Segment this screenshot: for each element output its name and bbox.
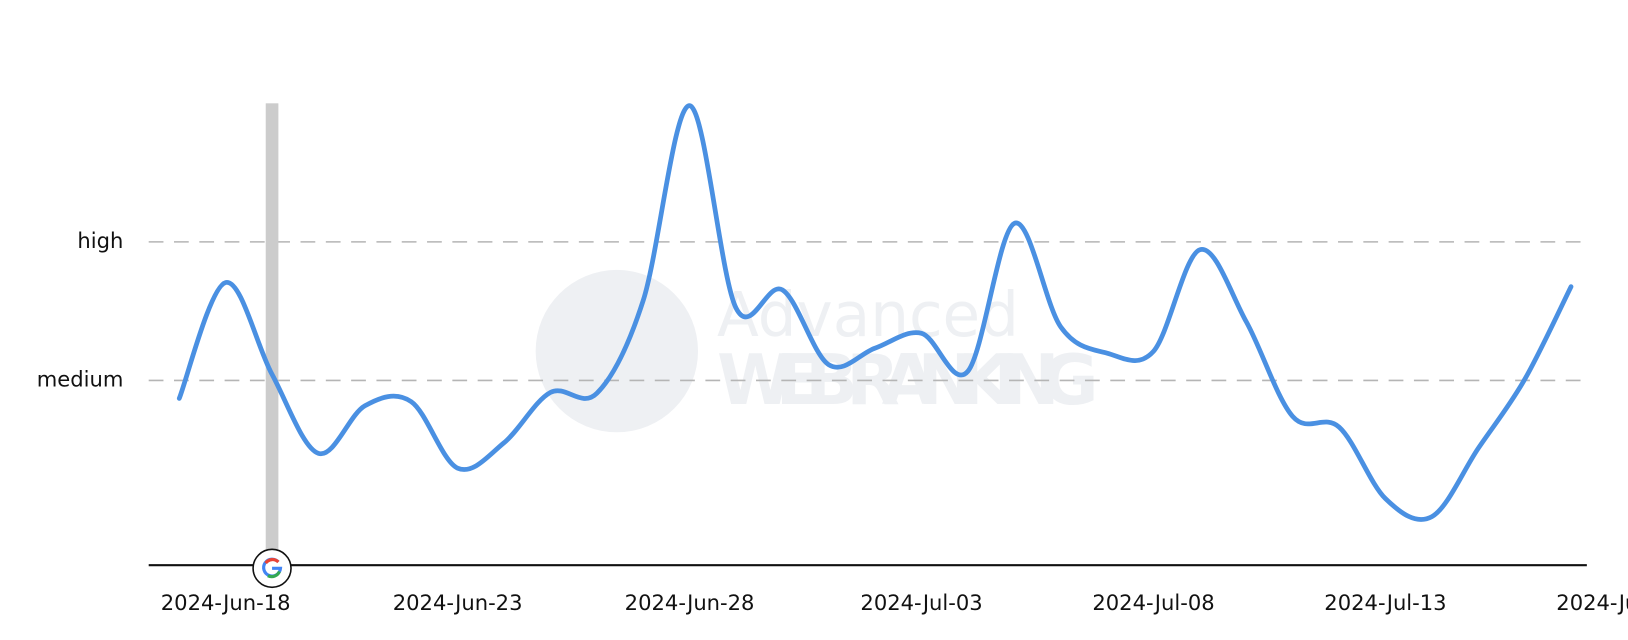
x-tick-label: 2024-Jul-08 [1092, 590, 1214, 615]
line [176, 103, 1574, 522]
google-event-icon [252, 548, 292, 589]
y-tick-label: high [77, 228, 123, 253]
x-tick-label: 2024-Jul-18 [1556, 590, 1628, 615]
x-tick-label: 2024-Jun-28 [625, 590, 755, 615]
watermark: Advanced WEB RANKING [535, 269, 1099, 433]
icon-g-red [264, 558, 280, 565]
x-tick-label: 2024-Jul-03 [860, 590, 982, 615]
watermark-text: Advanced [717, 280, 1019, 351]
y-tick-label: medium [37, 366, 124, 391]
watermark-globe [535, 269, 699, 433]
x-tick-label: 2024-Jun-23 [393, 590, 523, 615]
x-tick-label: 2024-Jun-18 [161, 590, 291, 615]
event-band [265, 103, 279, 566]
x-tick-label: 2024-Jul-13 [1324, 590, 1446, 615]
icon-g-green [267, 570, 281, 579]
